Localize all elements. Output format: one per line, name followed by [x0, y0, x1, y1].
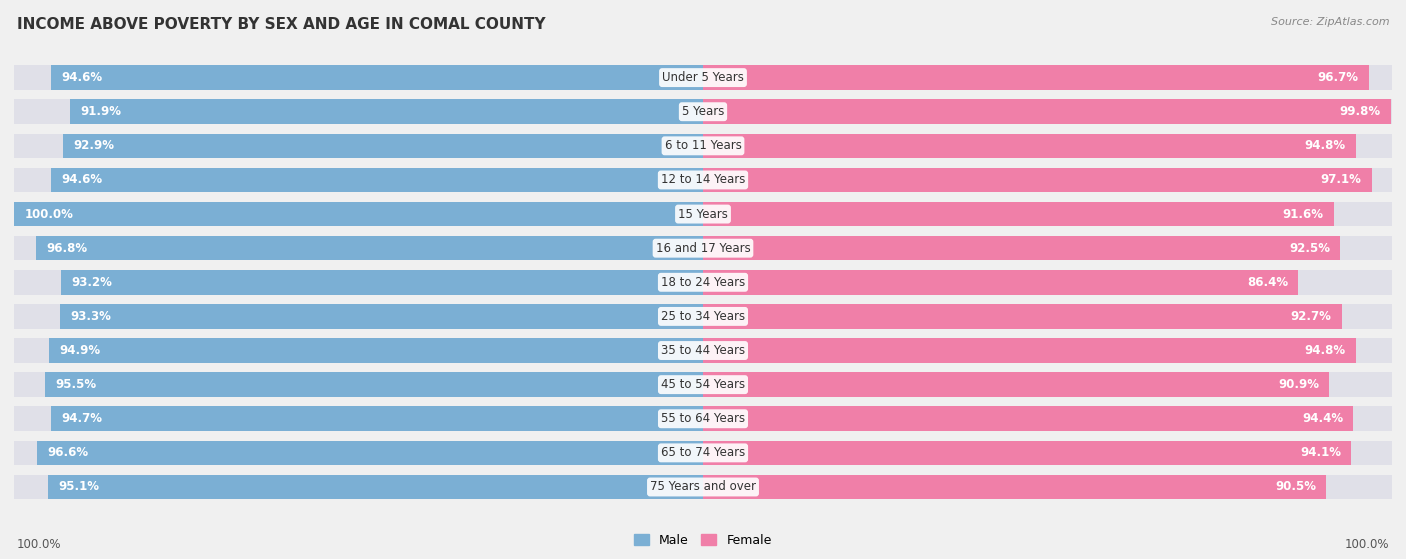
Text: 95.1%: 95.1%: [58, 481, 100, 494]
Text: 25 to 34 Years: 25 to 34 Years: [661, 310, 745, 323]
Bar: [703, 100, 1391, 124]
Text: 94.1%: 94.1%: [1301, 447, 1341, 459]
Bar: [48, 475, 703, 499]
Bar: [703, 65, 1369, 90]
Bar: [14, 168, 703, 192]
Text: 95.5%: 95.5%: [55, 378, 97, 391]
Text: INCOME ABOVE POVERTY BY SEX AND AGE IN COMAL COUNTY: INCOME ABOVE POVERTY BY SEX AND AGE IN C…: [17, 17, 546, 32]
Text: 15 Years: 15 Years: [678, 207, 728, 221]
Bar: [14, 475, 703, 499]
Text: 12 to 14 Years: 12 to 14 Years: [661, 173, 745, 187]
Text: 75 Years and over: 75 Years and over: [650, 481, 756, 494]
Legend: Male, Female: Male, Female: [634, 534, 772, 547]
Bar: [703, 168, 1392, 192]
Text: 91.6%: 91.6%: [1282, 207, 1323, 221]
Text: 94.6%: 94.6%: [62, 173, 103, 187]
Bar: [703, 304, 1341, 329]
Bar: [703, 440, 1392, 465]
Bar: [703, 475, 1392, 499]
Text: 92.7%: 92.7%: [1291, 310, 1331, 323]
Bar: [14, 440, 703, 465]
Bar: [703, 236, 1340, 260]
Text: Under 5 Years: Under 5 Years: [662, 71, 744, 84]
Text: 93.2%: 93.2%: [72, 276, 112, 289]
Bar: [63, 134, 703, 158]
Text: 65 to 74 Years: 65 to 74 Years: [661, 447, 745, 459]
Bar: [14, 134, 703, 158]
Bar: [14, 202, 703, 226]
Text: 18 to 24 Years: 18 to 24 Years: [661, 276, 745, 289]
Text: 5 Years: 5 Years: [682, 105, 724, 118]
Bar: [703, 134, 1392, 158]
Bar: [14, 406, 703, 431]
Bar: [703, 236, 1392, 260]
Bar: [703, 372, 1329, 397]
Bar: [703, 406, 1392, 431]
Text: 97.1%: 97.1%: [1320, 173, 1361, 187]
Text: 16 and 17 Years: 16 and 17 Years: [655, 241, 751, 255]
Bar: [703, 475, 1326, 499]
Text: 6 to 11 Years: 6 to 11 Years: [665, 139, 741, 153]
Text: 94.6%: 94.6%: [62, 71, 103, 84]
Text: 92.5%: 92.5%: [1289, 241, 1330, 255]
Bar: [703, 338, 1357, 363]
Bar: [14, 304, 703, 329]
Text: 96.8%: 96.8%: [46, 241, 87, 255]
Text: 86.4%: 86.4%: [1247, 276, 1288, 289]
Text: 100.0%: 100.0%: [1344, 538, 1389, 551]
Text: 94.8%: 94.8%: [1305, 344, 1346, 357]
Bar: [49, 338, 703, 363]
Text: 91.9%: 91.9%: [80, 105, 121, 118]
Text: 55 to 64 Years: 55 to 64 Years: [661, 412, 745, 425]
Bar: [703, 202, 1334, 226]
Bar: [60, 304, 703, 329]
Text: 90.9%: 90.9%: [1278, 378, 1319, 391]
Bar: [14, 236, 703, 260]
Bar: [703, 406, 1354, 431]
Bar: [703, 440, 1351, 465]
Bar: [703, 372, 1392, 397]
Text: 45 to 54 Years: 45 to 54 Years: [661, 378, 745, 391]
Text: 100.0%: 100.0%: [24, 207, 73, 221]
Bar: [703, 304, 1392, 329]
Text: 92.9%: 92.9%: [73, 139, 114, 153]
Bar: [14, 270, 703, 295]
Text: 96.7%: 96.7%: [1317, 71, 1358, 84]
Bar: [703, 168, 1372, 192]
Text: 99.8%: 99.8%: [1339, 105, 1381, 118]
Bar: [703, 202, 1392, 226]
Bar: [45, 372, 703, 397]
Text: 94.7%: 94.7%: [60, 412, 101, 425]
Bar: [703, 65, 1392, 90]
Bar: [14, 338, 703, 363]
Text: 96.6%: 96.6%: [48, 447, 89, 459]
Bar: [14, 372, 703, 397]
Bar: [703, 270, 1298, 295]
Bar: [38, 440, 703, 465]
Text: 35 to 44 Years: 35 to 44 Years: [661, 344, 745, 357]
Bar: [14, 202, 703, 226]
Bar: [51, 168, 703, 192]
Bar: [703, 134, 1357, 158]
Bar: [37, 236, 703, 260]
Text: 90.5%: 90.5%: [1275, 481, 1316, 494]
Bar: [51, 406, 703, 431]
Bar: [51, 65, 703, 90]
Text: 93.3%: 93.3%: [70, 310, 111, 323]
Bar: [703, 338, 1392, 363]
Text: 94.8%: 94.8%: [1305, 139, 1346, 153]
Text: 94.4%: 94.4%: [1302, 412, 1343, 425]
Text: Source: ZipAtlas.com: Source: ZipAtlas.com: [1271, 17, 1389, 27]
Bar: [703, 270, 1392, 295]
Bar: [14, 65, 703, 90]
Bar: [14, 100, 703, 124]
Text: 94.9%: 94.9%: [59, 344, 101, 357]
Bar: [703, 100, 1392, 124]
Bar: [70, 100, 703, 124]
Bar: [60, 270, 703, 295]
Text: 100.0%: 100.0%: [17, 538, 62, 551]
